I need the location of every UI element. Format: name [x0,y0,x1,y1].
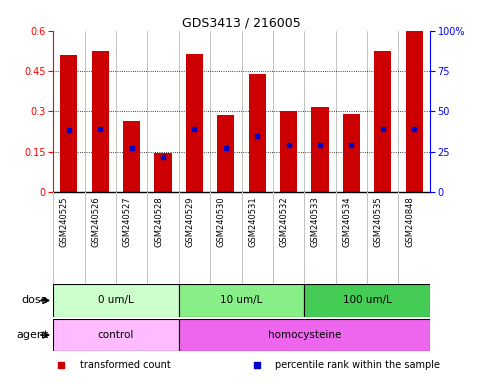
Bar [53,319,179,351]
Text: GSM240529: GSM240529 [185,197,194,247]
Bar [312,107,328,192]
Text: GSM240534: GSM240534 [342,197,352,247]
Bar [179,284,304,317]
Text: GSM240533: GSM240533 [311,197,320,247]
Bar [60,55,77,192]
Bar [304,284,430,317]
Text: GSM240530: GSM240530 [217,197,226,247]
Bar [53,284,179,317]
Bar [92,51,109,192]
Bar [179,319,430,351]
Text: GSM240535: GSM240535 [374,197,383,247]
Text: 10 um/L: 10 um/L [220,295,263,306]
Text: 0 um/L: 0 um/L [98,295,134,306]
Text: 100 um/L: 100 um/L [342,295,392,306]
Bar [343,114,360,192]
Bar [217,115,234,192]
Bar [280,111,297,192]
Text: agent: agent [16,330,48,340]
Bar [249,74,266,192]
Bar [374,51,391,192]
Bar [123,121,140,192]
Text: percentile rank within the sample: percentile rank within the sample [275,360,440,371]
Text: transformed count: transformed count [80,360,170,371]
Text: dose: dose [22,295,48,306]
Text: GSM240525: GSM240525 [60,197,69,247]
Bar [155,153,171,192]
Title: GDS3413 / 216005: GDS3413 / 216005 [182,17,301,30]
Text: homocysteine: homocysteine [268,330,341,340]
Text: GSM240848: GSM240848 [405,197,414,247]
Text: GSM240532: GSM240532 [280,197,289,247]
Text: GSM240531: GSM240531 [248,197,257,247]
Text: control: control [98,330,134,340]
Text: GSM240527: GSM240527 [123,197,131,247]
Text: GSM240526: GSM240526 [91,197,100,247]
Bar [406,31,423,192]
Text: GSM240528: GSM240528 [154,197,163,247]
Bar [186,53,203,192]
